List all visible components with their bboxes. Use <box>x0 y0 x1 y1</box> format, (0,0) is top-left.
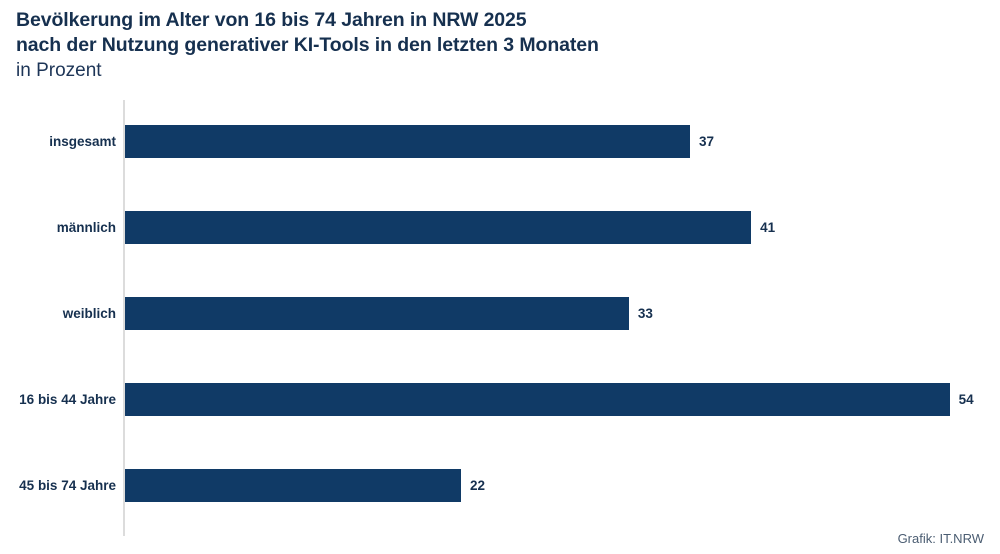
bar-row: männlich 41 <box>0 211 1000 244</box>
bar-row: insgesamt 37 <box>0 125 1000 158</box>
bar-value-label: 37 <box>698 134 715 149</box>
bar <box>125 125 690 158</box>
bar-chart-plot-area: insgesamt 37 männlich 41 weiblich 33 16 bis 44… <box>0 100 1000 536</box>
bar <box>125 469 461 502</box>
bar <box>125 383 950 416</box>
page-title-line-1: Bevölkerung im Alter von 16 bis 74 Jahre… <box>16 9 527 31</box>
bar-row: weiblich 33 <box>0 297 1000 330</box>
bar <box>125 297 629 330</box>
bar-category-label: 16 bis 44 Jahre <box>19 392 116 407</box>
bar-value-label: 22 <box>469 478 485 493</box>
bar <box>125 211 752 244</box>
bar-row: 16 bis 44 Jahre 54 <box>0 383 1000 416</box>
bar-row: 45 bis 74 Jahre 22 <box>0 469 1000 502</box>
page-title-line-2: nach der Nutzung generativer KI-Tools in… <box>16 34 599 56</box>
bar-value-label: 33 <box>637 306 653 321</box>
bar-value-label: 54 <box>958 392 974 407</box>
bar-category-label: männlich <box>56 220 116 235</box>
chart-credit: Grafik: IT.NRW <box>897 531 984 546</box>
value-axis-baseline <box>123 100 125 536</box>
bar-category-label: weiblich <box>62 306 116 321</box>
chart-header: Bevölkerung im Alter von 16 bis 74 Jahre… <box>16 8 976 84</box>
page-subtitle: in Prozent <box>16 60 102 81</box>
bar-category-label: 45 bis 74 Jahre <box>19 478 116 493</box>
bar-category-label: insgesamt <box>49 134 116 149</box>
bar-value-label: 41 <box>760 220 776 235</box>
